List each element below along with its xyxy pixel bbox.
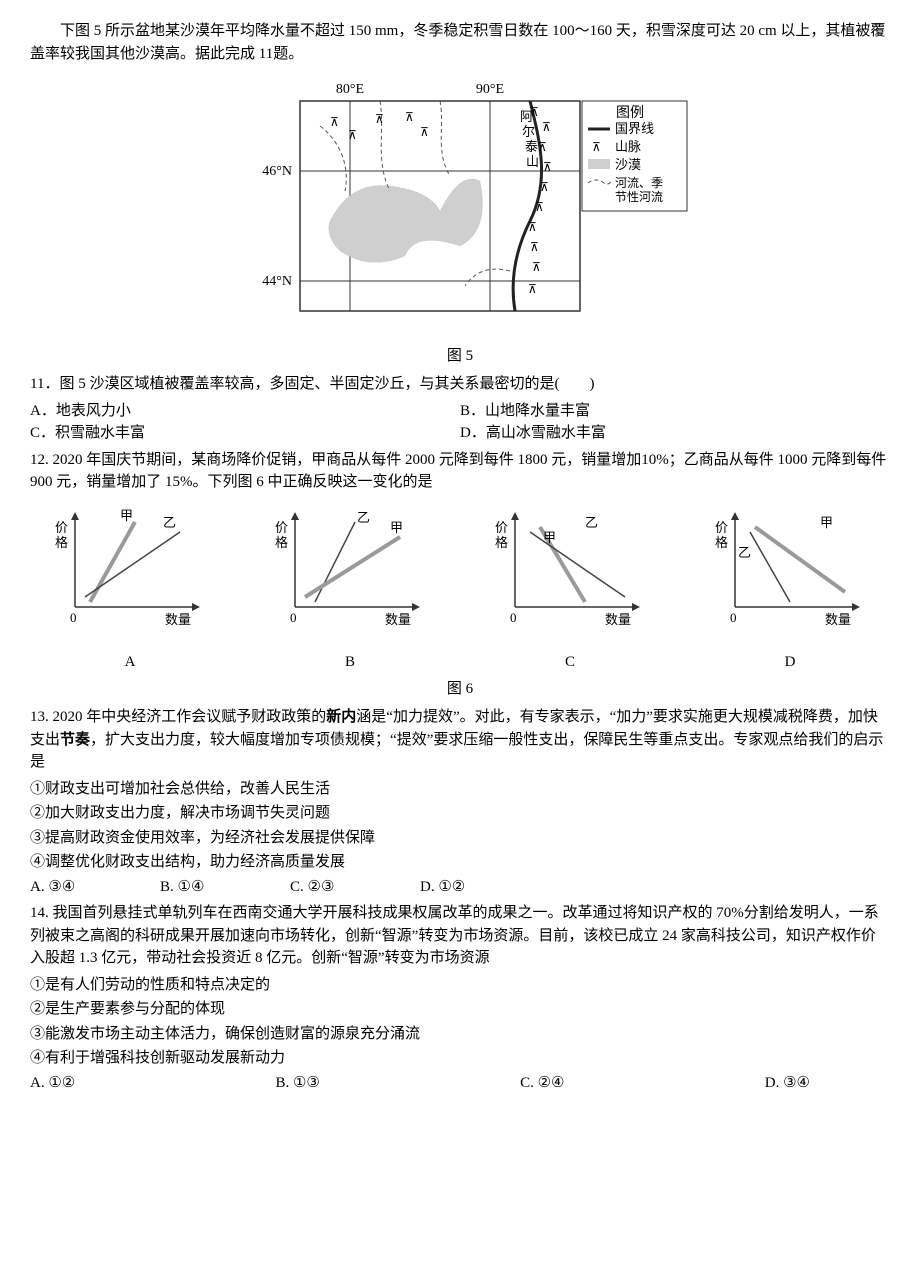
svg-text:甲: 甲 xyxy=(390,520,403,535)
map-svg: 80°E 90°E 46°N 44°N ⊼ ⊼ ⊼ ⊼ ⊼ ⊼ ⊼ ⊼ ⊼ ⊼ … xyxy=(230,71,690,331)
svg-text:数量: 数量 xyxy=(165,612,191,627)
q13-statement-3: ③提高财政资金使用效率，为经济社会发展提供保障 xyxy=(30,827,890,850)
svg-text:乙: 乙 xyxy=(163,515,176,530)
question-11-options: A．地表风力小 B．山地降水量丰富 C．积雪融水丰富 D．高山冰雪融水丰富 xyxy=(30,400,890,445)
svg-text:价: 价 xyxy=(715,520,728,535)
q14-option-d[interactable]: D. ③④ xyxy=(765,1072,810,1095)
question-13-stem: 13. 2020 年中央经济工作会议赋予财政政策的新内涵是“加力提效”。对此，有… xyxy=(30,706,890,774)
svg-text:⊼: ⊼ xyxy=(528,282,537,296)
q11-option-c[interactable]: C．积雪融水丰富 xyxy=(30,422,460,445)
q12-option-b[interactable]: B xyxy=(250,651,450,674)
q14-option-a[interactable]: A. ①② xyxy=(30,1072,75,1095)
svg-text:0: 0 xyxy=(70,610,77,625)
svg-text:0: 0 xyxy=(730,610,737,625)
figure-6-charts: 价 格 0 数量 甲 乙 价 格 0 数量 乙 甲 xyxy=(30,502,890,640)
svg-text:⊼: ⊼ xyxy=(330,115,339,129)
q13-option-c[interactable]: C. ②③ xyxy=(290,876,420,899)
q11-option-b[interactable]: B．山地降水量丰富 xyxy=(460,400,890,423)
svg-text:⊼: ⊼ xyxy=(375,112,384,126)
svg-text:⊼: ⊼ xyxy=(420,125,429,139)
chart-c: 价 格 0 数量 甲 乙 xyxy=(485,502,655,632)
svg-text:⊼: ⊼ xyxy=(532,260,541,274)
q14-statement-1: ①是有人们劳动的性质和特点决定的 xyxy=(30,974,890,997)
lon-90-label: 90°E xyxy=(476,82,504,97)
q11-option-d[interactable]: D．高山冰雪融水丰富 xyxy=(460,422,890,445)
svg-text:价: 价 xyxy=(275,520,288,535)
q13-option-a[interactable]: A. ③④ xyxy=(30,876,160,899)
q13-statement-2: ②加大财政支出力度，解决市场调节失灵问题 xyxy=(30,802,890,825)
q12-option-d[interactable]: D xyxy=(690,651,890,674)
svg-text:⊼: ⊼ xyxy=(528,220,537,234)
q12-option-a[interactable]: A xyxy=(30,651,230,674)
figure-5-caption: 图 5 xyxy=(30,345,890,368)
legend-title: 图例 xyxy=(616,105,644,121)
q13-bold-1: 新内 xyxy=(326,709,356,725)
svg-text:⊼: ⊼ xyxy=(540,180,549,194)
intro-paragraph: 下图 5 所示盆地某沙漠年平均降水量不超过 150 mm，冬季稳定积雪日数在 1… xyxy=(30,20,890,65)
svg-text:格: 格 xyxy=(715,535,728,550)
svg-text:⊼: ⊼ xyxy=(348,128,357,142)
svg-text:⊼: ⊼ xyxy=(542,120,551,134)
svg-text:⊼: ⊼ xyxy=(592,140,601,154)
svg-text:⊼: ⊼ xyxy=(405,110,414,124)
question-14-options: A. ①② B. ①③ C. ②④ D. ③④ xyxy=(30,1072,890,1095)
svg-text:⊼: ⊼ xyxy=(530,240,539,254)
lat-46-label: 46°N xyxy=(262,164,292,179)
lat-44-label: 44°N xyxy=(262,274,292,289)
q14-statement-4: ④有利于增强科技创新驱动发展新动力 xyxy=(30,1047,890,1070)
svg-text:乙: 乙 xyxy=(585,515,598,530)
figure-6-caption: 图 6 xyxy=(30,678,890,701)
figure-5: 80°E 90°E 46°N 44°N ⊼ ⊼ ⊼ ⊼ ⊼ ⊼ ⊼ ⊼ ⊼ ⊼ … xyxy=(30,71,890,339)
svg-text:数量: 数量 xyxy=(385,612,411,627)
legend-river-1: 河流、季 xyxy=(615,176,663,190)
question-14-stem: 14. 我国首列悬挂式单轨列车在西南交通大学开展科技成果权属改革的成果之一。改革… xyxy=(30,902,890,970)
svg-text:格: 格 xyxy=(495,535,508,550)
lon-80-label: 80°E xyxy=(336,82,364,97)
svg-text:价: 价 xyxy=(55,520,68,535)
svg-text:数量: 数量 xyxy=(605,612,631,627)
question-13-options: A. ③④ B. ①④ C. ②③ D. ①② xyxy=(30,876,550,899)
chart-a: 价 格 0 数量 甲 乙 xyxy=(45,502,215,632)
q14-statement-2: ②是生产要素参与分配的体现 xyxy=(30,998,890,1021)
svg-text:⊼: ⊼ xyxy=(543,160,552,174)
chart-d: 价 格 0 数量 乙 甲 xyxy=(705,502,875,632)
q12-option-c[interactable]: C xyxy=(470,651,670,674)
legend-desert: 沙漠 xyxy=(615,157,641,172)
q14-statement-3: ③能激发市场主动主体活力，确保创造财富的源泉充分涌流 xyxy=(30,1023,890,1046)
svg-text:甲: 甲 xyxy=(120,508,133,523)
q13-option-d[interactable]: D. ①② xyxy=(420,876,550,899)
svg-text:0: 0 xyxy=(510,610,517,625)
svg-text:乙: 乙 xyxy=(738,545,751,560)
svg-text:格: 格 xyxy=(275,535,288,550)
svg-text:0: 0 xyxy=(290,610,297,625)
q13-option-b[interactable]: B. ①④ xyxy=(160,876,290,899)
question-12-stem: 12. 2020 年国庆节期间，某商场降价促销，甲商品从每件 2000 元降到每… xyxy=(30,449,890,494)
svg-text:甲: 甲 xyxy=(820,515,833,530)
svg-text:乙: 乙 xyxy=(357,510,370,525)
q14-option-c[interactable]: C. ②④ xyxy=(520,1072,564,1095)
legend-border: 国界线 xyxy=(615,121,654,136)
q13-bold-2: 节奏 xyxy=(60,732,90,748)
legend-mountain: 山脉 xyxy=(615,139,641,154)
svg-text:数量: 数量 xyxy=(825,612,851,627)
q13-statement-1: ①财政支出可增加社会总供给，改善人民生活 xyxy=(30,778,890,801)
q11-option-a[interactable]: A．地表风力小 xyxy=(30,400,460,423)
question-11-stem: 11．图 5 沙漠区域植被覆盖率较高，多固定、半固定沙丘，与其关系最密切的是( … xyxy=(30,373,890,396)
figure-6-letters: A B C D xyxy=(30,651,890,674)
q13-statement-4: ④调整优化财政支出结构，助力经济高质量发展 xyxy=(30,851,890,874)
q14-option-b[interactable]: B. ①③ xyxy=(275,1072,319,1095)
svg-text:价: 价 xyxy=(495,520,508,535)
legend-river-2: 节性河流 xyxy=(615,190,663,204)
q13-text-c: ，扩大支出力度，较大幅度增加专项债规模；“提效”要求压缩一般性支出，保障民生等重… xyxy=(30,732,883,771)
svg-text:格: 格 xyxy=(55,535,68,550)
svg-text:⊼: ⊼ xyxy=(535,200,544,214)
chart-b: 价 格 0 数量 乙 甲 xyxy=(265,502,435,632)
q13-text-a: 13. 2020 年中央经济工作会议赋予财政政策的 xyxy=(30,709,326,725)
